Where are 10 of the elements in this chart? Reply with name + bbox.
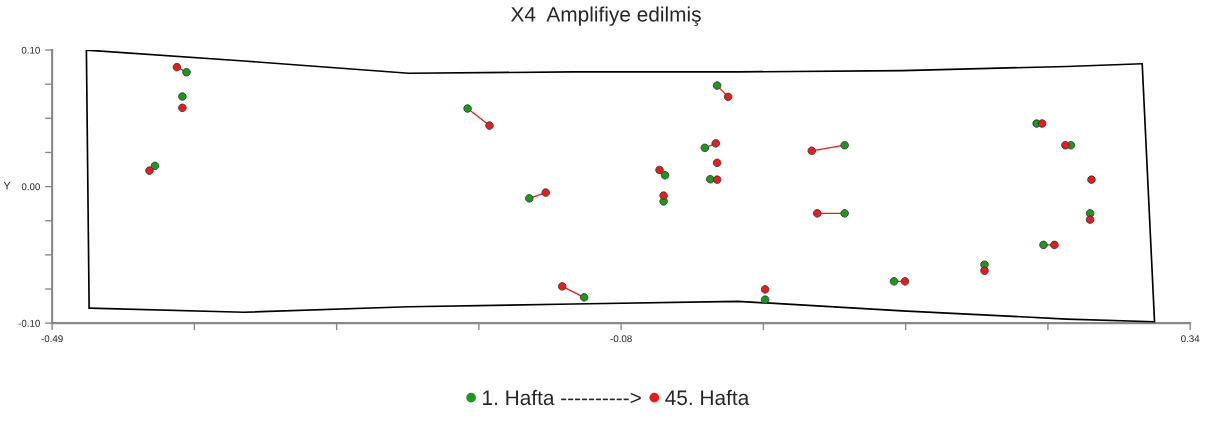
y-tick-label: 0.00 [21,183,40,191]
y-tick-label: -0.10 [18,319,40,327]
x-tick-label: -0.08 [610,335,632,343]
x-tick-label: -0.49 [41,335,63,343]
y-axis-title: Y [3,181,11,190]
legend-label: 45. Hafta [665,389,750,406]
chart-title: X4 Amplifiye edilmiş [510,6,701,26]
y-tick-label: 0.10 [21,46,40,54]
x-tick-label: 0.34 [1181,335,1200,343]
legend-label: 1. Hafta ----------> [483,389,641,406]
